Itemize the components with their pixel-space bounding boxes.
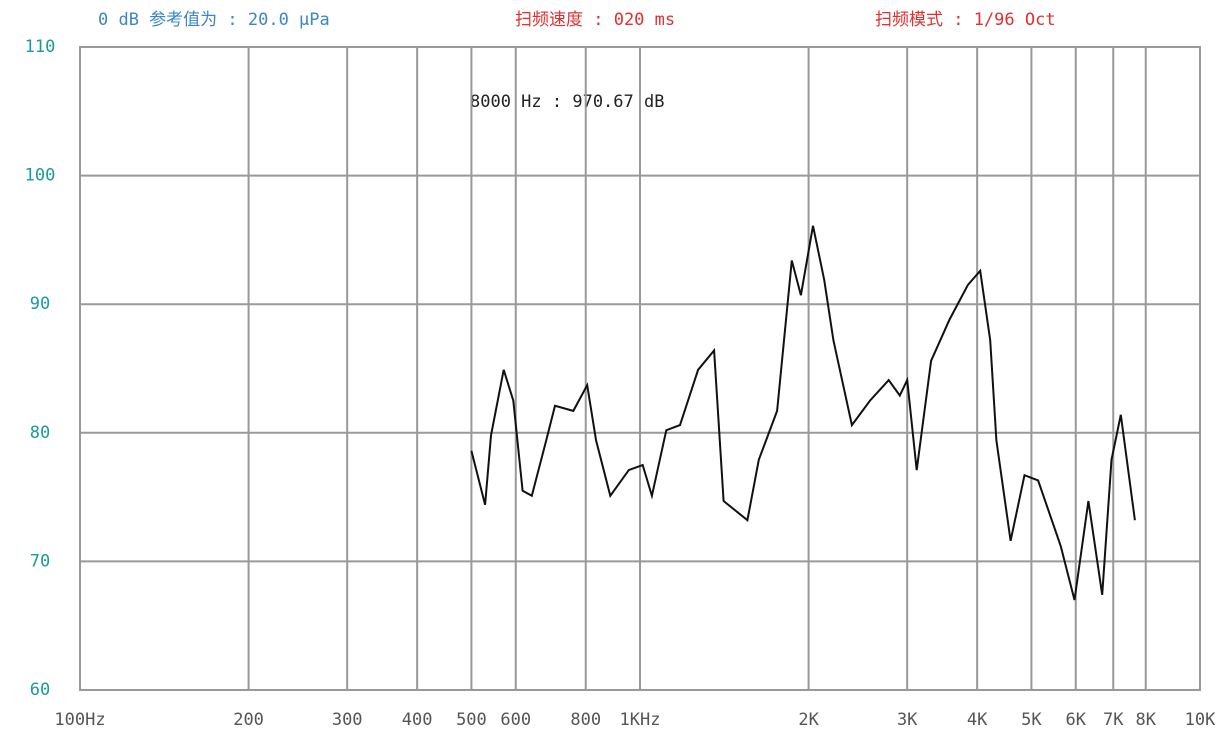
y-tick-label: 70 [30, 551, 50, 571]
y-tick-label: 110 [25, 37, 56, 57]
y-tick-label: 60 [30, 680, 50, 700]
cursor-readout: 8000 Hz : 970.67 dB [470, 92, 664, 112]
x-tick-label: 200 [233, 710, 264, 730]
x-tick-label: 8K [1135, 710, 1156, 730]
x-tick-label: 10K [1185, 710, 1216, 730]
x-tick-label: 2K [798, 710, 819, 730]
header-speed: 扫频速度 : 020 ms [515, 10, 675, 30]
x-tick-label: 300 [332, 710, 363, 730]
x-tick-label: 800 [570, 710, 601, 730]
x-tick-label: 100Hz [54, 710, 105, 730]
response-line [470, 225, 1136, 601]
x-tick-label: 4K [967, 710, 988, 730]
x-tick-label: 7K [1103, 710, 1124, 730]
x-tick-label: 500 [456, 710, 487, 730]
y-tick-label: 100 [25, 166, 56, 186]
x-tick-label: 1KHz [620, 710, 661, 730]
header-reference: 0 dB 参考值为 : 20.0 μPa [98, 10, 330, 30]
y-tick-label: 80 [30, 423, 50, 443]
x-tick-label: 6K [1066, 710, 1087, 730]
y-tick-label: 90 [30, 294, 50, 314]
x-tick-label: 5K [1021, 710, 1042, 730]
x-tick-label: 3K [897, 710, 918, 730]
x-tick-label: 400 [402, 710, 433, 730]
header-mode: 扫频模式 : 1/96 Oct [875, 10, 1056, 30]
x-tick-label: 600 [500, 710, 531, 730]
